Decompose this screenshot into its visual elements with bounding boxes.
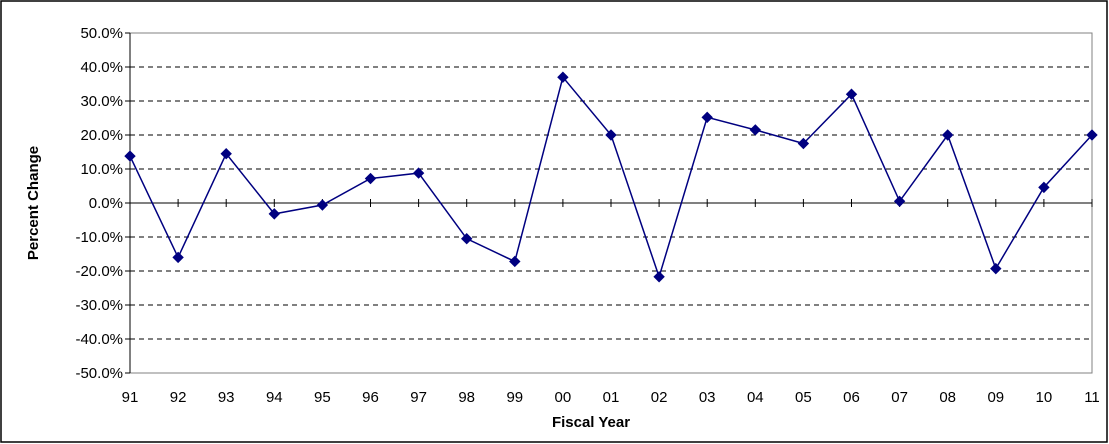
x-tick-label: 09 <box>987 389 1004 406</box>
x-tick-label: 00 <box>555 389 572 406</box>
x-tick-label: 98 <box>458 389 475 406</box>
y-axis-title: Percent Change <box>25 146 42 260</box>
x-tick-label: 99 <box>506 389 523 406</box>
x-tick-label: 94 <box>266 389 283 406</box>
data-point <box>990 262 1002 275</box>
y-tick-label: -30.0% <box>75 297 123 314</box>
y-tick-label: -10.0% <box>75 229 123 246</box>
x-tick-label: 02 <box>651 389 668 406</box>
y-tick-label: 30.0% <box>80 93 123 110</box>
data-point <box>845 88 858 100</box>
data-point <box>653 271 665 283</box>
x-tick-label: 07 <box>891 389 908 406</box>
x-tick-label: 06 <box>843 389 860 406</box>
x-tick-label: 97 <box>410 389 427 406</box>
x-tick-label: 93 <box>218 389 235 406</box>
y-tick-label: 0.0% <box>89 195 123 212</box>
x-tick-label: 04 <box>747 389 764 406</box>
x-tick-label: 08 <box>939 389 956 406</box>
y-tick-label: 20.0% <box>80 127 123 144</box>
data-point <box>220 147 232 160</box>
data-point <box>412 167 425 179</box>
data-point <box>172 251 184 264</box>
data-point <box>701 111 713 124</box>
y-tick-label: -50.0% <box>75 365 123 382</box>
data-point <box>316 199 329 211</box>
x-axis-title: Fiscal Year <box>552 414 630 431</box>
x-tick-label: 05 <box>795 389 812 406</box>
data-point <box>557 71 569 83</box>
x-tick-label: 95 <box>314 389 331 406</box>
x-tick-label: 96 <box>362 389 379 406</box>
x-tick-label: 01 <box>603 389 620 406</box>
data-point <box>268 208 281 220</box>
data-point <box>893 195 906 208</box>
data-point <box>797 137 810 150</box>
data-point <box>1038 181 1050 194</box>
x-tick-label: 11 <box>1084 389 1100 406</box>
data-point <box>124 150 136 162</box>
x-tick-label: 10 <box>1036 389 1053 406</box>
x-tick-label: 92 <box>170 389 187 406</box>
x-tick-label: 03 <box>699 389 716 406</box>
y-tick-label: 40.0% <box>80 59 123 76</box>
y-tick-label: 10.0% <box>80 161 123 178</box>
y-tick-label: 50.0% <box>80 25 123 42</box>
data-point <box>364 172 377 185</box>
data-point <box>749 124 762 136</box>
data-point <box>509 255 521 268</box>
data-point <box>1086 129 1098 141</box>
y-tick-label: -40.0% <box>75 331 123 348</box>
data-point <box>605 129 617 141</box>
data-point <box>941 129 954 141</box>
data-point <box>460 232 473 245</box>
y-tick-label: -20.0% <box>75 263 123 280</box>
x-tick-label: 91 <box>122 389 139 406</box>
